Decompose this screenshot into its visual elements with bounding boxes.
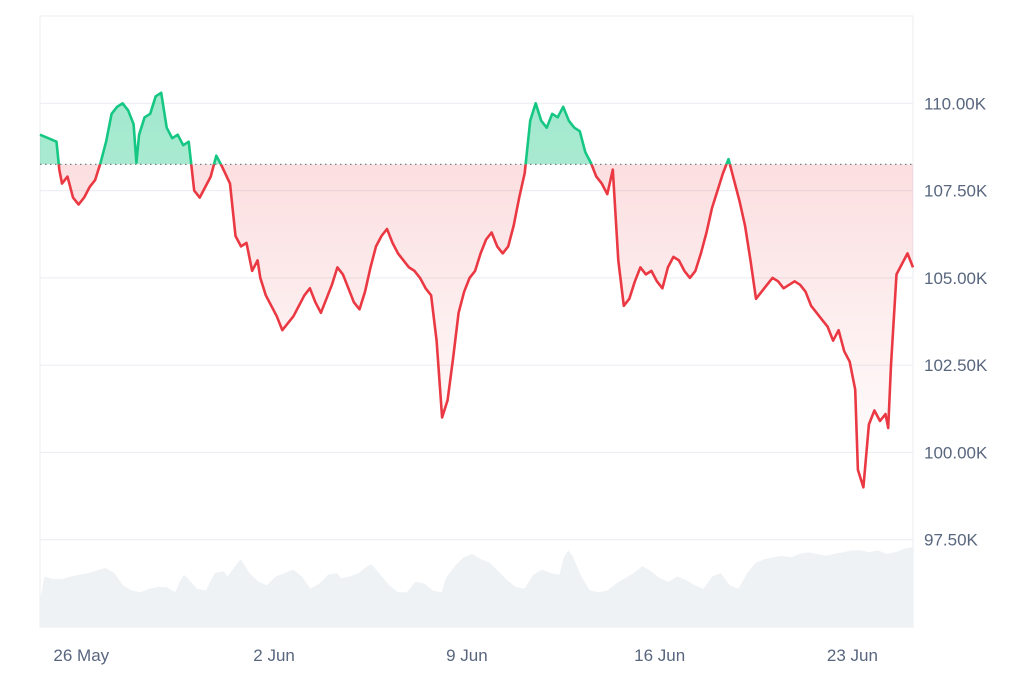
price-line[interactable] xyxy=(39,91,915,489)
plot-border xyxy=(39,15,914,628)
x-tick-label: 23 Jun xyxy=(827,646,878,665)
volume-area xyxy=(40,547,913,627)
y-axis-ticks: 110.00K 107.50K 105.00K 102.50K 100.00K 97.50… xyxy=(924,94,988,549)
x-tick-label: 9 Jun xyxy=(446,646,488,665)
price-line-above[interactable] xyxy=(39,91,913,488)
y-tick-label: 110.00K xyxy=(924,94,987,113)
price-line-below[interactable] xyxy=(40,93,915,489)
y-tick-label: 102.50K xyxy=(924,356,988,375)
x-tick-label: 2 Jun xyxy=(253,646,295,665)
area-above-baseline xyxy=(40,92,730,165)
volume-area-path xyxy=(40,547,913,627)
x-tick-label: 16 Jun xyxy=(634,646,685,665)
x-tick-label: 26 May xyxy=(53,646,109,665)
y-tick-label: 97.50K xyxy=(924,531,979,550)
area-below-baseline xyxy=(40,164,913,488)
y-tick-label: 105.00K xyxy=(924,269,988,288)
y-tick-label: 100.00K xyxy=(924,443,988,462)
x-axis-ticks: 26 May 2 Jun 9 Jun 16 Jun 23 Jun xyxy=(53,646,878,665)
price-area-fill xyxy=(40,92,913,488)
grid-lines xyxy=(39,15,914,628)
y-tick-label: 107.50K xyxy=(924,182,988,201)
